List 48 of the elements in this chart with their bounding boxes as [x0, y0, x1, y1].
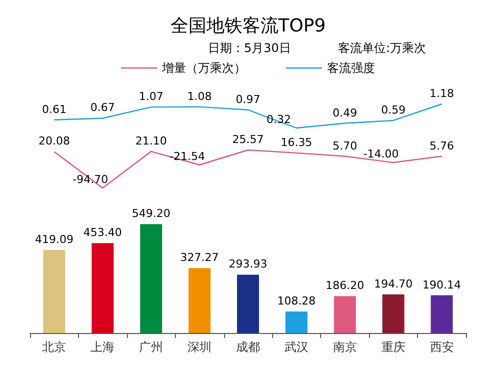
- x-tick-label: 深圳: [188, 340, 212, 354]
- bar: [334, 296, 356, 333]
- data-label: 1.08: [187, 90, 212, 103]
- data-label: 5.70: [332, 139, 358, 152]
- bar: [140, 224, 162, 333]
- data-label: 293.93: [228, 258, 268, 271]
- bar: [237, 274, 259, 333]
- data-label: 190.14: [422, 278, 462, 292]
- data-label: 549.20: [132, 207, 170, 220]
- data-label: 1.07: [138, 90, 164, 104]
- data-label: 453.40: [83, 226, 122, 240]
- text: 客流单位:万乘次: [338, 41, 426, 55]
- data-label: -21.54: [170, 150, 206, 163]
- data-label: 186.20: [326, 279, 364, 292]
- x-tick-label: 北京: [42, 340, 66, 354]
- data-label: 194.70: [374, 277, 413, 290]
- bar: [43, 250, 66, 333]
- bar: [285, 312, 308, 333]
- data-label: 20.08: [38, 134, 70, 148]
- data-label: 21.10: [135, 134, 167, 148]
- data-label: 25.57: [232, 133, 264, 146]
- data-label: 327.27: [180, 251, 219, 264]
- data-label: 0.67: [90, 101, 115, 114]
- bar: [188, 268, 211, 333]
- data-label: 419.09: [34, 232, 74, 246]
- data-label: 0.61: [42, 102, 66, 116]
- bar: [92, 243, 114, 333]
- chart-title: 全国地铁客流TOP9: [170, 16, 326, 36]
- x-tick-label: 广州: [139, 340, 164, 354]
- x-tick-label: 重庆: [381, 340, 406, 354]
- x-tick-label: 南京: [332, 340, 357, 354]
- x-tick-label: 武汉: [284, 340, 308, 354]
- data-label: 0.49: [332, 106, 358, 120]
- x-tick-label: 成都: [236, 340, 260, 354]
- bar: [430, 295, 453, 333]
- x-tick-label: 西安: [430, 340, 454, 354]
- data-label: 16.35: [280, 136, 312, 149]
- data-label: 0.59: [381, 103, 406, 116]
- legend-label: 客流强度: [327, 61, 375, 75]
- data-label: 5.76: [430, 139, 454, 152]
- data-label: 1.18: [430, 87, 454, 100]
- data-label: 108.28: [277, 294, 316, 308]
- bar: [382, 294, 404, 333]
- text: 增量（万乘次）: [162, 61, 246, 75]
- data-label: -14.00: [363, 148, 399, 160]
- data-label: 0.97: [236, 92, 260, 106]
- chart-subtitle: 日期：5月30日: [208, 41, 291, 55]
- x-tick-label: 上海: [90, 340, 115, 354]
